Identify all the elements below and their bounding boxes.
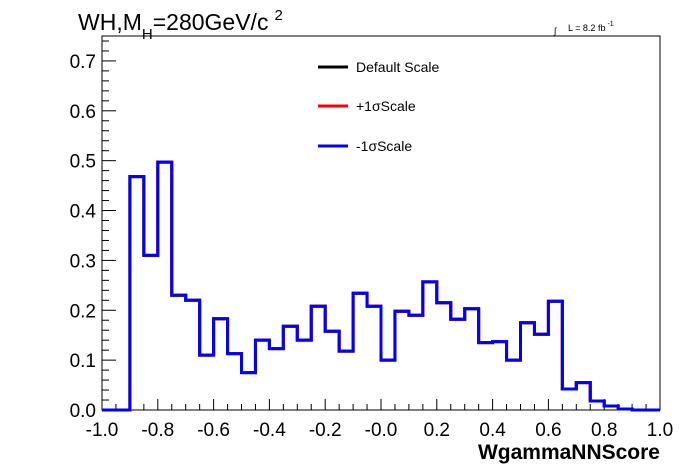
y-tick-label: 0.1: [70, 351, 96, 372]
x-tick-label: -0.6: [197, 420, 230, 441]
y-tick-label: 0.0: [70, 401, 96, 422]
chart-title: WH,MH=280GeV/c 2: [78, 7, 283, 43]
x-axis: -1.0 -0.8 -0.6 -0.4 -0.2 -0.0 0.2 0.4 0.6 0.8 1.0: [86, 399, 673, 441]
histogram-line-minus1sigma: [102, 160, 660, 412]
x-tick-label: 1.0: [647, 420, 673, 441]
x-tick-label: 0.6: [535, 420, 561, 441]
x-tick-label: 0.2: [424, 420, 450, 441]
histogram-series: [102, 160, 660, 412]
x-tick-label: -0.0: [365, 420, 398, 441]
x-tick-label: -0.8: [141, 420, 174, 441]
y-tick-label: 0.3: [70, 251, 96, 272]
y-tick-label: 0.7: [70, 52, 96, 73]
x-tick-label: 0.4: [479, 420, 506, 441]
lumi-superscript: -1: [607, 21, 613, 28]
legend-label-default: Default Scale: [356, 59, 439, 75]
x-tick-label: 0.8: [591, 420, 617, 441]
title-rest: =280GeV/c: [153, 9, 269, 35]
title-subscript: H: [142, 26, 153, 43]
histogram-line-plus1sigma: [102, 160, 660, 412]
title-main: WH,M: [78, 9, 142, 35]
y-tick-label: 0.2: [70, 301, 96, 322]
legend: Default Scale +1σScale -1σScale: [318, 59, 439, 154]
lumi-text: L = 8.2 fb: [568, 23, 605, 33]
legend-label-minus1sigma: -1σScale: [356, 138, 412, 154]
x-tick-label: -1.0: [86, 420, 119, 441]
y-tick-label: 0.6: [70, 102, 96, 123]
lumi-label: L = 8.2 fb -1: [568, 21, 614, 33]
y-axis: 0.0 0.1 0.2 0.3 0.4 0.5 0.6 0.7: [70, 40, 116, 422]
x-tick-label: -0.2: [309, 420, 342, 441]
y-tick-label: 0.4: [70, 202, 97, 223]
lumi-integral-sign: ∫: [553, 26, 558, 36]
legend-label-plus1sigma: +1σScale: [356, 98, 416, 114]
y-tick-label: 0.5: [70, 152, 96, 173]
x-tick-label: -0.4: [253, 420, 286, 441]
x-axis-label: WgammaNNScore: [478, 441, 660, 464]
histogram-line-default: [102, 160, 660, 412]
title-superscript: 2: [274, 7, 282, 24]
